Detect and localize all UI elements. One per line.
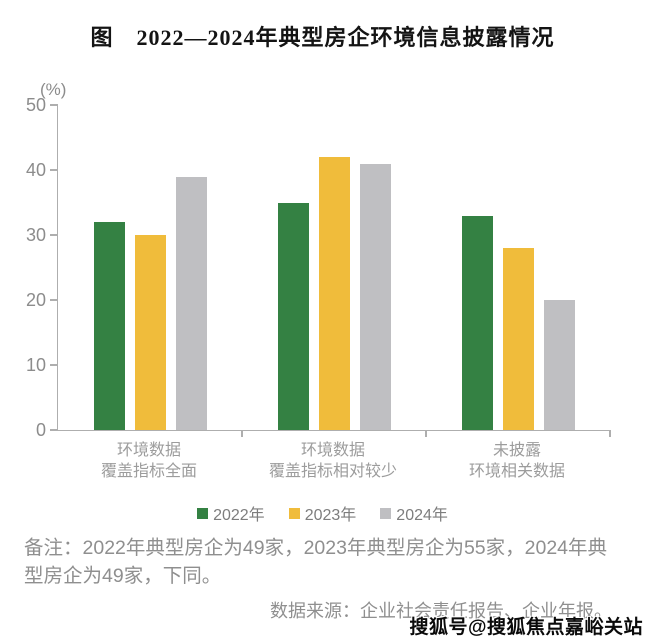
- bar-group-1: [58, 105, 242, 430]
- y-tick-label: 0: [35, 420, 46, 440]
- y-tick-mark: [50, 169, 58, 171]
- legend-item-2024年: 2024年: [380, 501, 448, 525]
- bar-2022年-group1: [93, 222, 125, 430]
- x-category-label-1: 环境数据 覆盖指标全面: [100, 442, 197, 480]
- x-tick-mark: [241, 430, 243, 437]
- y-tick-label: 10: [25, 355, 46, 375]
- bar-2024年-group1: [175, 176, 207, 430]
- legend-item-2022年: 2022年: [197, 501, 265, 525]
- bar-2024年-group3: [543, 300, 575, 430]
- y-axis-unit-label: (%): [40, 80, 67, 99]
- y-tick-mark: [50, 364, 58, 366]
- y-tick-mark: [50, 429, 58, 431]
- y-tick-mark: [50, 234, 58, 236]
- legend-swatch-icon: [197, 507, 209, 519]
- legend-item-2023年: 2023年: [288, 501, 357, 525]
- x-category-label-3: 未披露 环境相关数据: [468, 442, 565, 480]
- y-tick-mark: [50, 299, 58, 301]
- x-tick-mark: [609, 430, 611, 437]
- x-category-label-2: 环境数据 覆盖指标相对较少: [268, 442, 397, 480]
- y-tick-label: 50: [25, 95, 46, 115]
- x-tick-mark: [425, 430, 427, 437]
- x-axis-labels: 环境数据 覆盖指标全面 环境数据 覆盖指标相对较少 未披露 环境相关数据: [57, 440, 609, 482]
- bar-2022年-group2: [277, 202, 309, 430]
- legend-label: 2022年: [213, 507, 265, 524]
- bar-2022年-group3: [461, 215, 493, 430]
- legend-label: 2024年: [396, 507, 448, 524]
- bar-groups: [58, 105, 610, 430]
- bar-group-3: [426, 105, 610, 430]
- bar-group-2: [242, 105, 426, 430]
- bar-2024年-group2: [359, 163, 391, 430]
- bar-2023年-group1: [134, 235, 166, 430]
- footnote: 备注：2022年典型房企为49家，2023年典型房企为55家，2024年典型房企…: [24, 537, 608, 587]
- legend: 2022年 2023年 2024年: [0, 501, 645, 525]
- y-tick-mark: [50, 104, 58, 106]
- watermark: 搜狐号@搜狐焦点嘉峪关站: [409, 617, 643, 638]
- legend-swatch-icon: [380, 507, 392, 519]
- chart-title: 图 2022—2024年典型房企环境信息披露情况: [90, 25, 555, 50]
- y-tick-label: 20: [25, 290, 46, 310]
- plot-area: 0 10 20 30 40 50: [26, 96, 611, 439]
- y-tick-label: 40: [25, 160, 46, 180]
- data-source: 数据来源：企业社会责任报告、企业年报。: [270, 601, 612, 621]
- bar-2023年-group3: [502, 248, 534, 430]
- bar-2023年-group2: [318, 157, 350, 430]
- legend-swatch-icon: [288, 507, 300, 519]
- y-tick-label: 30: [25, 225, 46, 245]
- legend-label: 2023年: [304, 507, 357, 524]
